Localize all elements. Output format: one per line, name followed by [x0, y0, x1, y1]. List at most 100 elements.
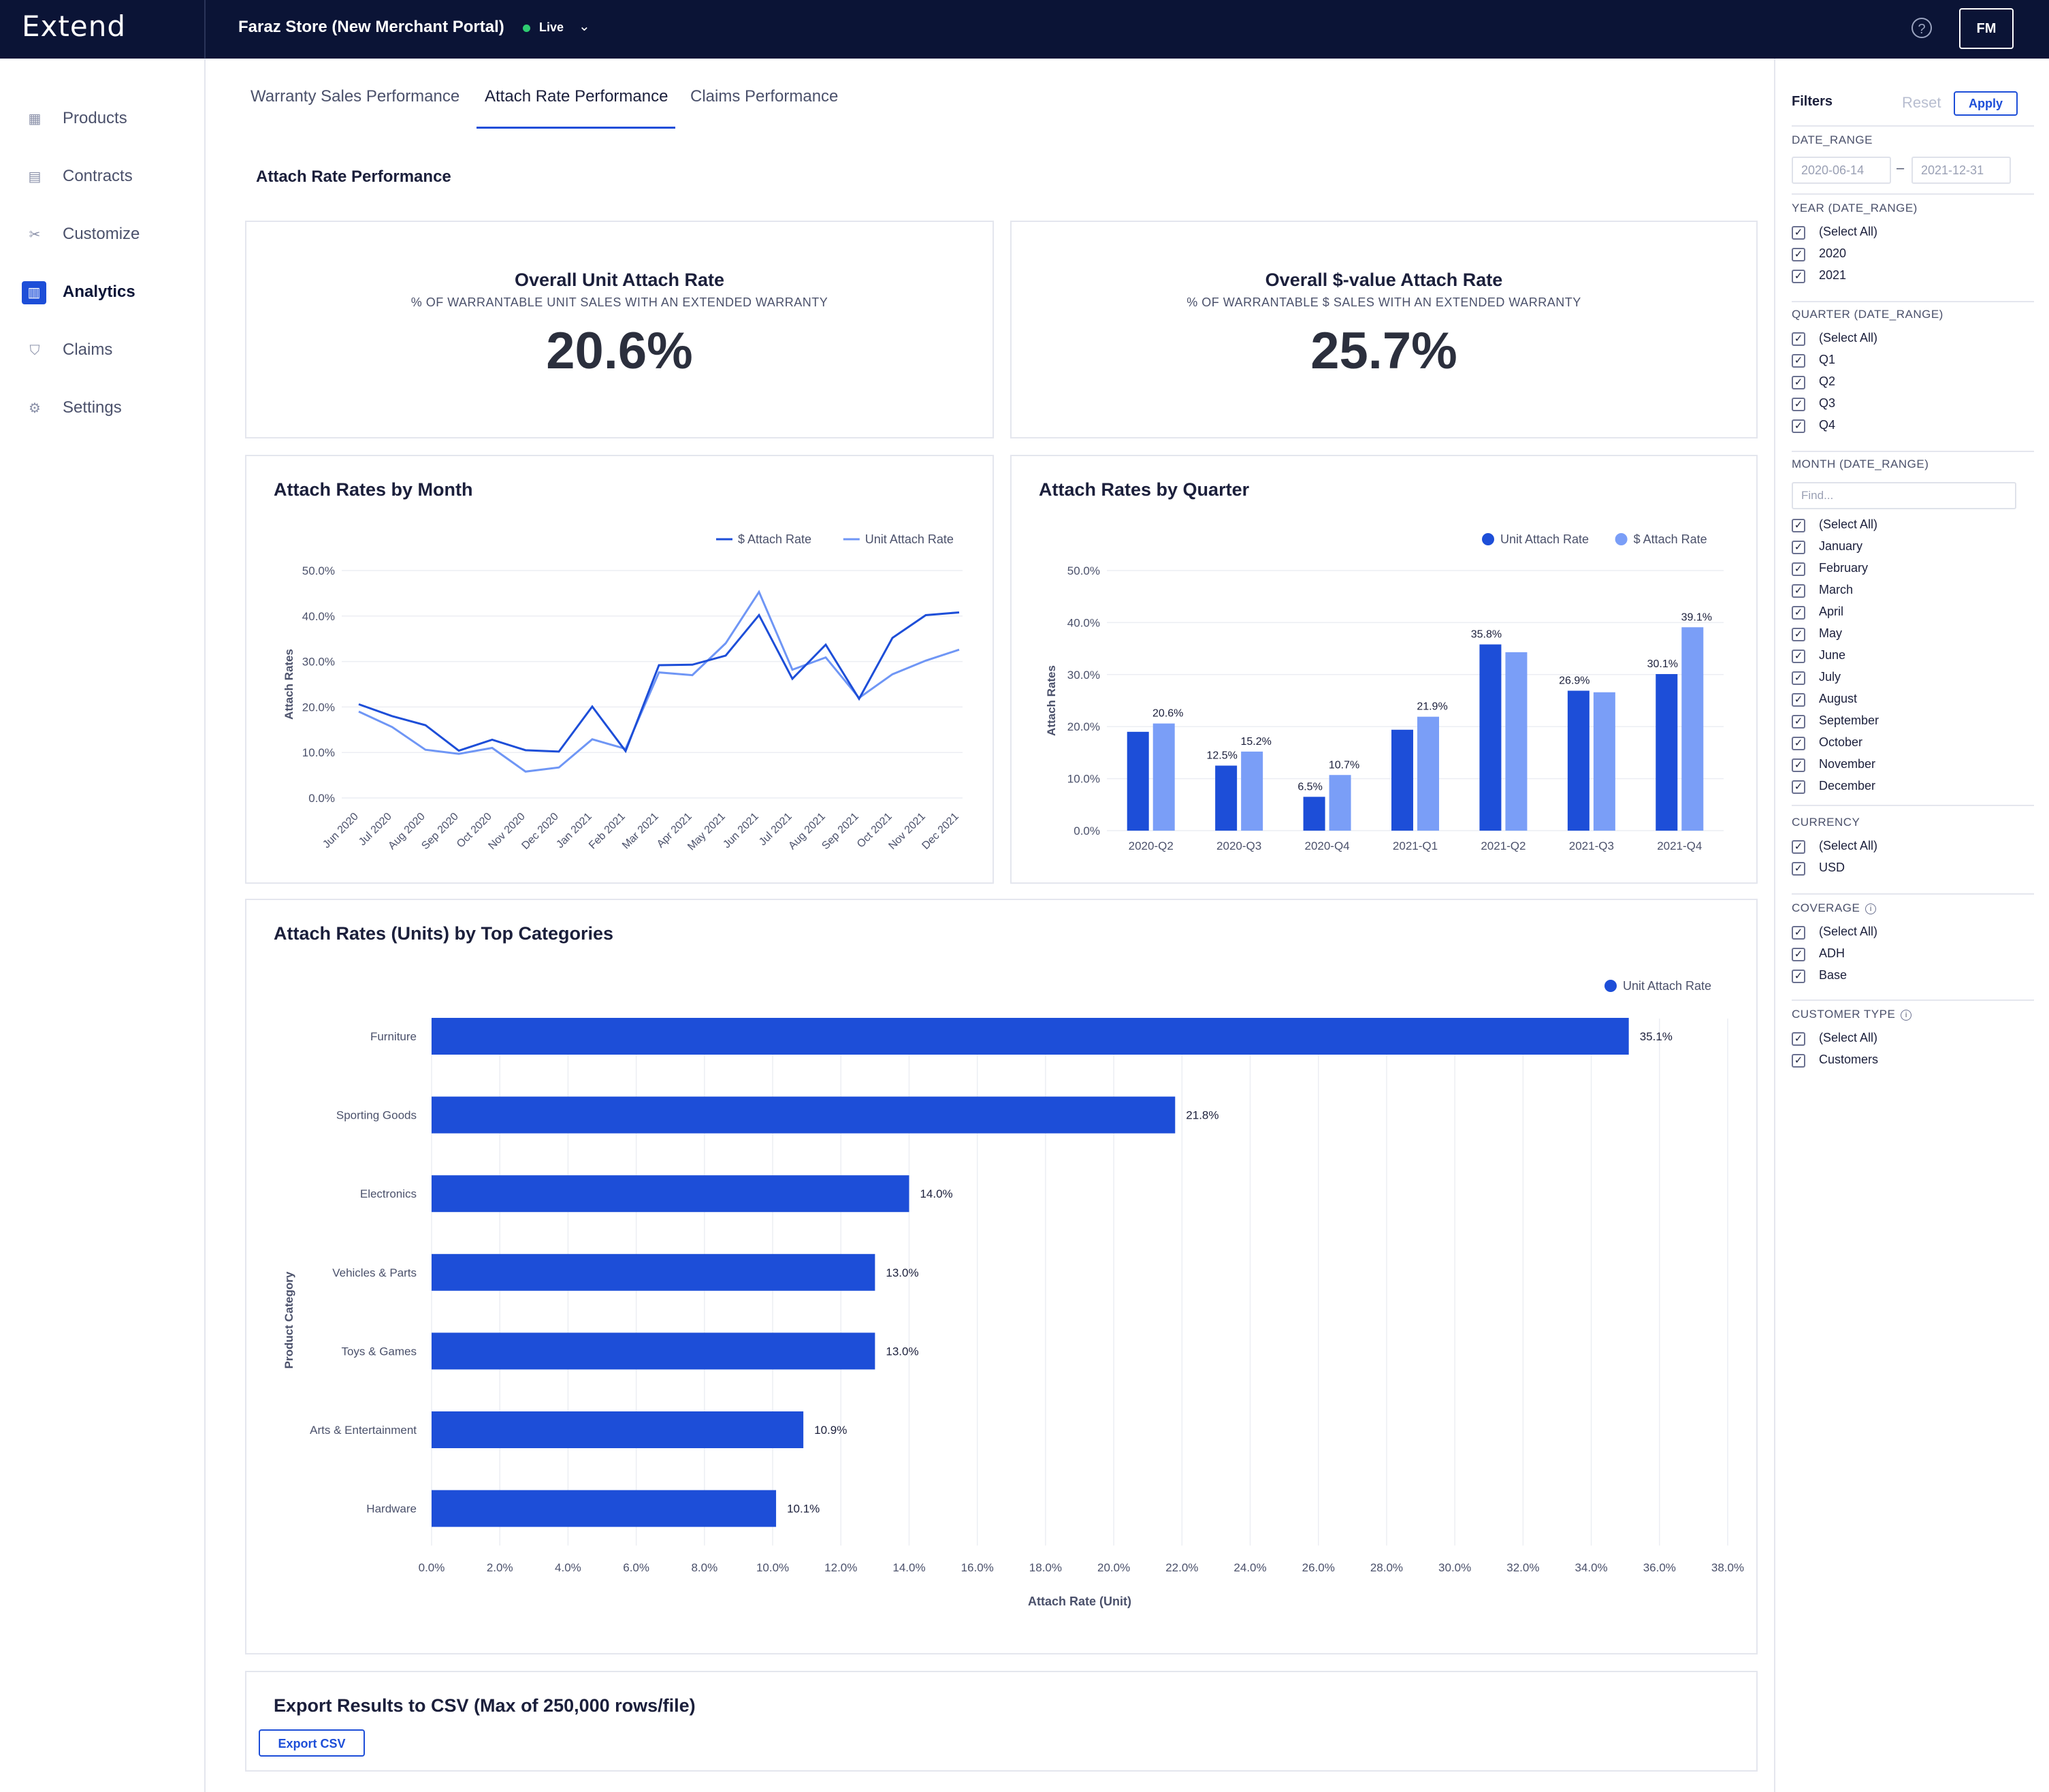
x-tick-label: 32.0% [1506, 1561, 1539, 1574]
month-find-input[interactable]: Find... [1792, 482, 2016, 509]
check-icon[interactable]: ✓ [1792, 926, 1805, 940]
customer-type-label-text: CUSTOMER TYPE [1792, 1008, 1896, 1021]
date-separator: – [1897, 161, 1905, 176]
tab-attach-rate[interactable]: Attach Rate Performance [485, 87, 668, 106]
check-icon[interactable]: ✓ [1792, 398, 1805, 411]
logo[interactable]: Extend [22, 10, 126, 43]
info-icon[interactable]: i [1901, 1009, 1912, 1021]
filter-label-date-range: DATE_RANGE [1792, 133, 1873, 146]
info-icon[interactable]: i [1865, 903, 1877, 914]
check-icon[interactable]: ✓ [1792, 1054, 1805, 1068]
sidebar-item-products[interactable]: ▦ Products [0, 98, 204, 139]
filter-label-coverage: COVERAGE i [1792, 901, 1877, 915]
x-tick-label: 2.0% [487, 1561, 513, 1574]
x-tick-label: 2021-Q2 [1481, 839, 1526, 852]
check-icon[interactable]: ✓ [1792, 628, 1805, 641]
x-tick-label: 2020-Q4 [1304, 839, 1349, 852]
kpi-title: Overall $-value Attach Rate [1265, 270, 1503, 290]
check-icon[interactable]: ✓ [1792, 226, 1805, 240]
filter-option-label: October [1819, 735, 1863, 749]
bar-dollar [1329, 775, 1351, 831]
bar-unit [1656, 674, 1678, 831]
bar-unit [432, 1253, 875, 1291]
document-icon: ▤ [28, 170, 42, 185]
check-icon[interactable]: ✓ [1792, 584, 1805, 598]
month-line-chart: 0.0% 10.0% 20.0% 30.0% 40.0% 50.0% Attach Rate… [283, 532, 963, 853]
filters-panel: Filters Reset Apply DATE_RANGE 2020-06-1… [1774, 59, 2049, 1792]
sidebar-item-claims[interactable]: ⛉ Claims [0, 330, 204, 370]
check-icon[interactable]: ✓ [1792, 650, 1805, 663]
kpi-title: Overall Unit Attach Rate [514, 270, 725, 290]
check-icon[interactable]: ✓ [1792, 948, 1805, 961]
check-icon[interactable]: ✓ [1792, 519, 1805, 532]
chevron-down-icon[interactable]: ⌄ [579, 19, 590, 34]
bar-unit [432, 1175, 909, 1213]
filter-label-customer-type: CUSTOMER TYPE i [1792, 1008, 1912, 1021]
x-tick-label: 4.0% [555, 1561, 581, 1574]
check-icon[interactable]: ✓ [1792, 606, 1805, 620]
help-icon[interactable]: ? [1911, 18, 1932, 38]
sidebar-item-analytics[interactable]: ▥ Analytics [0, 272, 204, 313]
check-icon[interactable]: ✓ [1792, 693, 1805, 707]
check-icon[interactable]: ✓ [1792, 419, 1805, 433]
check-icon[interactable]: ✓ [1792, 1032, 1805, 1046]
check-icon[interactable]: ✓ [1792, 332, 1805, 346]
date-end-input[interactable]: 2021-12-31 [1911, 157, 2011, 184]
x-tick-label: 26.0% [1302, 1561, 1335, 1574]
check-icon[interactable]: ✓ [1792, 354, 1805, 368]
filter-option-label: 2021 [1819, 268, 1847, 282]
check-icon[interactable]: ✓ [1792, 270, 1805, 283]
bar-dollar [1681, 627, 1704, 831]
filter-option-label: Base [1819, 968, 1848, 982]
legend-swatch [1482, 533, 1494, 545]
apply-button[interactable]: Apply [1954, 91, 2018, 116]
user-avatar[interactable]: FM [1959, 8, 2014, 49]
tab-warranty-sales[interactable]: Warranty Sales Performance [251, 87, 460, 106]
filter-label-currency: CURRENCY [1792, 816, 1860, 829]
sidebar-item-label: Products [63, 109, 127, 127]
legend-label: Unit Attach Rate [865, 532, 954, 546]
check-icon[interactable]: ✓ [1792, 780, 1805, 794]
x-tick-label: 8.0% [691, 1561, 717, 1574]
check-icon[interactable]: ✓ [1792, 862, 1805, 876]
check-icon[interactable]: ✓ [1792, 248, 1805, 261]
data-label: 6.5% [1297, 781, 1322, 793]
check-icon[interactable]: ✓ [1792, 758, 1805, 772]
tab-claims-performance[interactable]: Claims Performance [690, 87, 839, 106]
bar-unit [1303, 797, 1325, 831]
filter-option-label: September [1819, 714, 1879, 727]
filter-option-label: March [1819, 583, 1854, 596]
export-csv-button[interactable]: Export CSV [259, 1729, 365, 1757]
filters-title: Filters [1792, 94, 1833, 109]
reset-button[interactable]: Reset [1902, 94, 1941, 111]
sidebar-item-settings[interactable]: ⚙ Settings [0, 387, 204, 428]
x-axis-label: Attach Rate (Unit) [1028, 1595, 1131, 1608]
check-icon[interactable]: ✓ [1792, 840, 1805, 854]
live-status[interactable]: Live [539, 20, 564, 34]
export-title: Export Results to CSV (Max of 250,000 ro… [274, 1695, 696, 1716]
x-tick-label: 34.0% [1575, 1561, 1607, 1574]
filter-option-label: July [1819, 670, 1841, 684]
data-label: 35.8% [1471, 628, 1502, 640]
y-tick-label: 20.0% [302, 701, 335, 714]
legend-label: $ Attach Rate [1634, 532, 1707, 546]
sidebar-item-contracts[interactable]: ▤ Contracts [0, 156, 204, 197]
kpi-card-dollar: Overall $-value Attach Rate % OF WARRANT… [1010, 221, 1758, 438]
check-icon[interactable]: ✓ [1792, 562, 1805, 576]
date-start-input[interactable]: 2020-06-14 [1792, 157, 1891, 184]
store-name[interactable]: Faraz Store (New Merchant Portal) [238, 18, 504, 36]
y-tick-label: 0.0% [1074, 825, 1100, 837]
check-icon[interactable]: ✓ [1792, 541, 1805, 554]
y-tick-label: Arts & Entertainment [310, 1424, 417, 1437]
check-icon[interactable]: ✓ [1792, 376, 1805, 389]
check-icon[interactable]: ✓ [1792, 737, 1805, 750]
chart-card-quarter: Attach Rates by Quarter 0.0% 10.0% 20.0% 30… [1010, 455, 1758, 884]
check-icon[interactable]: ✓ [1792, 970, 1805, 983]
bar-dollar [1505, 652, 1528, 831]
filter-option-label: December [1819, 779, 1876, 793]
sidebar-item-label: Claims [63, 340, 113, 359]
sidebar-item-label: Contracts [63, 167, 133, 185]
sidebar-item-customize[interactable]: ✂ Customize [0, 214, 204, 255]
check-icon[interactable]: ✓ [1792, 671, 1805, 685]
check-icon[interactable]: ✓ [1792, 715, 1805, 729]
